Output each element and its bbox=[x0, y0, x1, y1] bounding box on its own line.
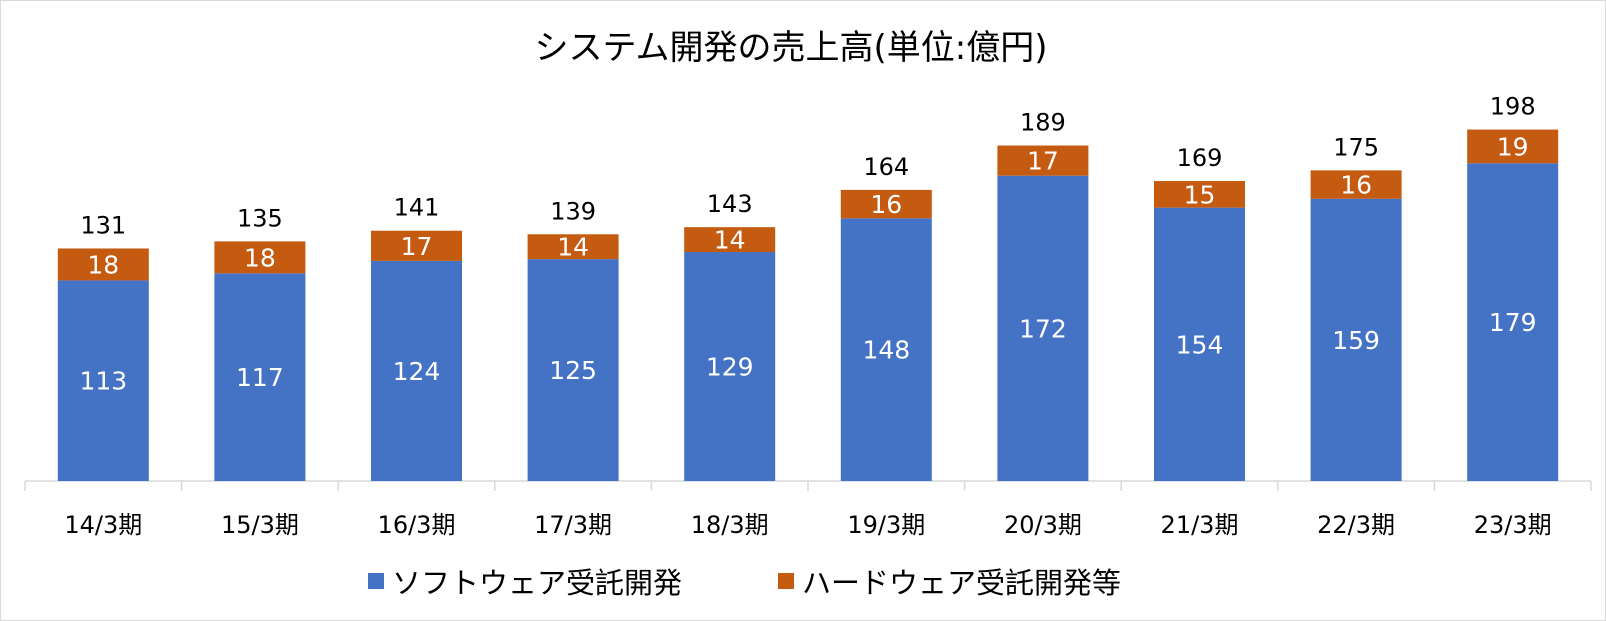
bar-hardware bbox=[684, 227, 776, 253]
data-label-total: 164 bbox=[863, 153, 909, 181]
x-tick-label: 16/3期 bbox=[378, 511, 456, 539]
bar-hardware bbox=[1154, 181, 1245, 208]
bar-software bbox=[1154, 207, 1245, 481]
x-tick-label: 14/3期 bbox=[64, 511, 142, 539]
data-label-software: 129 bbox=[706, 353, 754, 382]
x-tick-label: 17/3期 bbox=[534, 511, 612, 539]
data-label-total: 141 bbox=[394, 194, 440, 222]
data-label-software: 113 bbox=[79, 367, 127, 396]
x-tick-label: 19/3期 bbox=[847, 511, 925, 539]
data-label-total: 169 bbox=[1177, 144, 1223, 172]
bar-hardware bbox=[371, 230, 462, 261]
bar-hardware bbox=[527, 234, 619, 260]
data-label-total: 131 bbox=[80, 211, 126, 239]
data-label-hardware: 19 bbox=[1497, 132, 1529, 161]
data-label-hardware: 15 bbox=[1184, 180, 1216, 209]
data-label-hardware: 18 bbox=[87, 250, 119, 279]
x-tick-label: 15/3期 bbox=[221, 511, 299, 539]
data-label-hardware: 14 bbox=[557, 233, 589, 262]
data-label-total: 198 bbox=[1490, 93, 1536, 121]
bar-software bbox=[214, 273, 306, 481]
data-label-software: 117 bbox=[236, 363, 284, 392]
bar-hardware bbox=[997, 145, 1089, 176]
chart-title: システム開発の売上高(単位:億円) bbox=[535, 28, 1048, 68]
x-tick-labels-group: 14/3期 15/3期 16/3期 17/3期 18/3期 19/3期 20/3期 21/3期… bbox=[64, 511, 1551, 539]
legend-label-hardware: ハードウェア受託開発等 bbox=[802, 566, 1121, 600]
data-label-total: 189 bbox=[1020, 109, 1066, 137]
bar-hardware bbox=[214, 241, 306, 274]
data-label-hardware: 17 bbox=[1027, 147, 1059, 176]
bar-software bbox=[1310, 198, 1402, 481]
data-label-total: 175 bbox=[1333, 133, 1379, 161]
bar-software bbox=[684, 252, 776, 481]
data-labels-group: 113 18 131 117 18 135 124 17 141 125 14 139 129 14 143… bbox=[79, 93, 1536, 396]
data-label-hardware: 16 bbox=[1340, 171, 1372, 200]
data-label-total: 139 bbox=[550, 197, 596, 225]
bar-software bbox=[997, 175, 1089, 481]
data-label-hardware: 18 bbox=[244, 243, 276, 272]
data-label-software: 125 bbox=[549, 356, 597, 385]
bars-group bbox=[57, 129, 1559, 482]
data-label-software: 179 bbox=[1489, 308, 1537, 337]
x-tick-label: 21/3期 bbox=[1161, 511, 1239, 539]
x-tick-label: 23/3期 bbox=[1474, 511, 1552, 539]
x-tick-label: 22/3期 bbox=[1317, 511, 1395, 539]
x-tick-label: 20/3期 bbox=[1004, 511, 1082, 539]
data-label-total: 143 bbox=[707, 190, 753, 218]
bar-software bbox=[527, 259, 619, 481]
data-label-hardware: 17 bbox=[401, 232, 433, 261]
data-label-software: 172 bbox=[1019, 314, 1067, 343]
legend-swatch-hardware bbox=[778, 573, 794, 589]
bar-software bbox=[371, 260, 462, 481]
x-tick-label: 18/3期 bbox=[691, 511, 769, 539]
bar-software bbox=[840, 218, 932, 482]
bar-software bbox=[57, 280, 149, 481]
data-label-software: 159 bbox=[1332, 326, 1380, 355]
data-label-hardware: 14 bbox=[714, 226, 746, 255]
data-label-hardware: 16 bbox=[870, 190, 902, 219]
data-label-software: 124 bbox=[393, 357, 441, 386]
data-label-software: 148 bbox=[862, 336, 910, 365]
legend-swatch-software bbox=[368, 573, 384, 589]
bar-software bbox=[1467, 163, 1559, 481]
bar-hardware bbox=[57, 248, 149, 281]
legend-label-software: ソフトウェア受託開発 bbox=[392, 566, 682, 600]
legend: ソフトウェア受託開発 ハードウェア受託開発等 bbox=[368, 566, 1121, 600]
x-axis-ticks bbox=[24, 481, 1592, 491]
data-label-software: 154 bbox=[1176, 330, 1224, 359]
bar-hardware bbox=[1467, 129, 1559, 164]
bar-hardware bbox=[1310, 170, 1402, 199]
data-label-total: 135 bbox=[237, 204, 283, 232]
bar-hardware bbox=[840, 189, 932, 219]
